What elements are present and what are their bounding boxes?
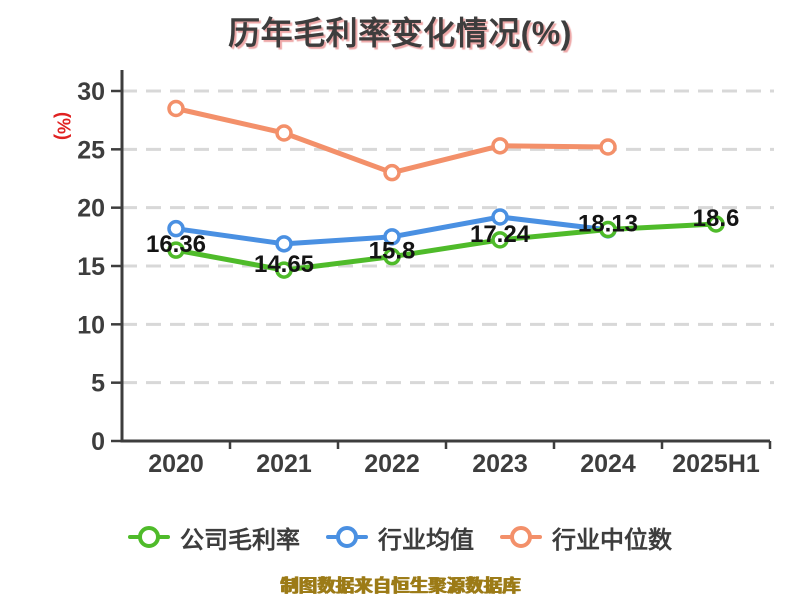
legend-marker-green-circle-icon: [128, 525, 170, 549]
y-tick-label: 0: [91, 428, 105, 456]
data-point-marker: [383, 228, 401, 246]
data-point-marker: [599, 220, 617, 239]
x-tick-label: 2022: [364, 450, 420, 478]
data-point-marker: [707, 215, 725, 233]
legend-item-industry-average[interactable]: 行业均值: [326, 520, 474, 555]
y-tick-label: 10: [77, 311, 105, 339]
y-tick-label: 30: [77, 78, 105, 106]
data-point-marker: [491, 231, 509, 249]
gridlines: [122, 89, 774, 385]
data-point-marker: [167, 219, 185, 238]
y-tick-label: 5: [91, 370, 105, 398]
data-point-label: 15.8: [369, 238, 416, 265]
data-point-marker: [383, 247, 401, 266]
legend-label: 行业均值: [378, 526, 474, 554]
data-labels: 16.36 14.65 15.8 17.24 18.13 18.6: [146, 205, 739, 278]
x-tick-label: 2021: [256, 450, 312, 478]
data-point-marker: [491, 208, 509, 226]
legend-item-company-gross-margin[interactable]: 公司毛利率: [128, 520, 300, 555]
data-point-marker: [491, 137, 509, 155]
x-tick-label: 2020: [148, 450, 204, 478]
data-point-marker: [167, 241, 185, 259]
legend-marker-blue-circle-icon: [326, 525, 368, 549]
data-point-marker: [275, 124, 293, 142]
series-line: [173, 221, 719, 273]
legend: 公司毛利率 行业均值 行业中位数: [0, 520, 800, 555]
series-line: [173, 106, 611, 176]
series-lines: [167, 99, 725, 279]
legend-label: 行业中位数: [552, 526, 672, 554]
y-tick-label: 25: [77, 136, 105, 164]
x-tick-label: 2024: [580, 450, 636, 478]
data-point-marker: [599, 138, 617, 156]
data-point-label: 16.36: [146, 231, 206, 258]
data-point-label: 18.13: [578, 210, 638, 237]
data-source-caption: 制图数据来自恒生聚源数据库: [279, 576, 521, 596]
x-tick-label: 2023: [472, 450, 528, 478]
data-point-marker: [167, 99, 185, 118]
data-point-label: 18.6: [693, 205, 740, 232]
data-point-label: 17.24: [470, 221, 531, 248]
data-point-marker: [383, 163, 401, 182]
data-point-label: 14.65: [254, 251, 314, 278]
legend-label: 公司毛利率: [180, 526, 300, 554]
legend-item-industry-median[interactable]: 行业中位数: [500, 520, 672, 555]
data-point-marker: [275, 235, 293, 253]
legend-marker-orange-circle-icon: [500, 525, 542, 549]
y-tick-label: 20: [77, 195, 105, 223]
data-point-marker: [275, 261, 293, 279]
chart-title: 历年毛利率变化情况(%): [228, 15, 572, 51]
y-tick-label: 15: [77, 253, 105, 281]
x-tick-label: 2025H1: [672, 450, 760, 478]
axes: 0 5 10 15 20 25 30 2020 2021 2022 2023 2024 2025H1: [77, 70, 772, 478]
